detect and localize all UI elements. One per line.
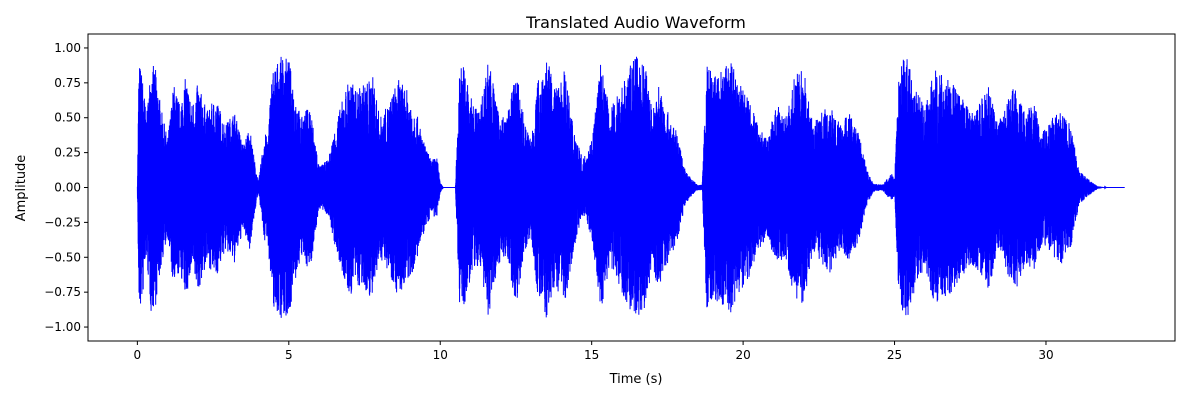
y-tick-label: −1.00 bbox=[44, 320, 81, 334]
y-tick-label: 1.00 bbox=[54, 41, 81, 55]
y-tick-label: 0.75 bbox=[54, 76, 81, 90]
chart-title: Translated Audio Waveform bbox=[525, 13, 746, 32]
x-tick-label: 15 bbox=[584, 348, 599, 362]
y-axis-label: Amplitude bbox=[14, 155, 29, 222]
y-axis: 1.00 0.75 0.50 0.25 0.00 −0.25 −0.50 −0.75 −1.00 bbox=[44, 41, 88, 334]
y-tick-label: 0.50 bbox=[54, 111, 81, 125]
plot-area bbox=[136, 56, 1125, 318]
y-tick-label: 0.25 bbox=[54, 146, 81, 160]
y-tick-label: 0.00 bbox=[54, 181, 81, 195]
y-tick-label: −0.75 bbox=[44, 285, 81, 299]
x-axis: 0 5 10 15 20 25 30 bbox=[134, 341, 1054, 362]
x-axis-label: Time (s) bbox=[609, 372, 663, 387]
waveform-series-line bbox=[136, 56, 1125, 318]
x-tick-label: 0 bbox=[134, 348, 142, 362]
x-tick-label: 5 bbox=[285, 348, 293, 362]
x-tick-label: 30 bbox=[1038, 348, 1053, 362]
x-tick-label: 20 bbox=[735, 348, 750, 362]
y-tick-label: −0.25 bbox=[44, 215, 81, 229]
y-tick-label: −0.50 bbox=[44, 250, 81, 264]
x-tick-label: 25 bbox=[887, 348, 902, 362]
x-tick-label: 10 bbox=[433, 348, 448, 362]
